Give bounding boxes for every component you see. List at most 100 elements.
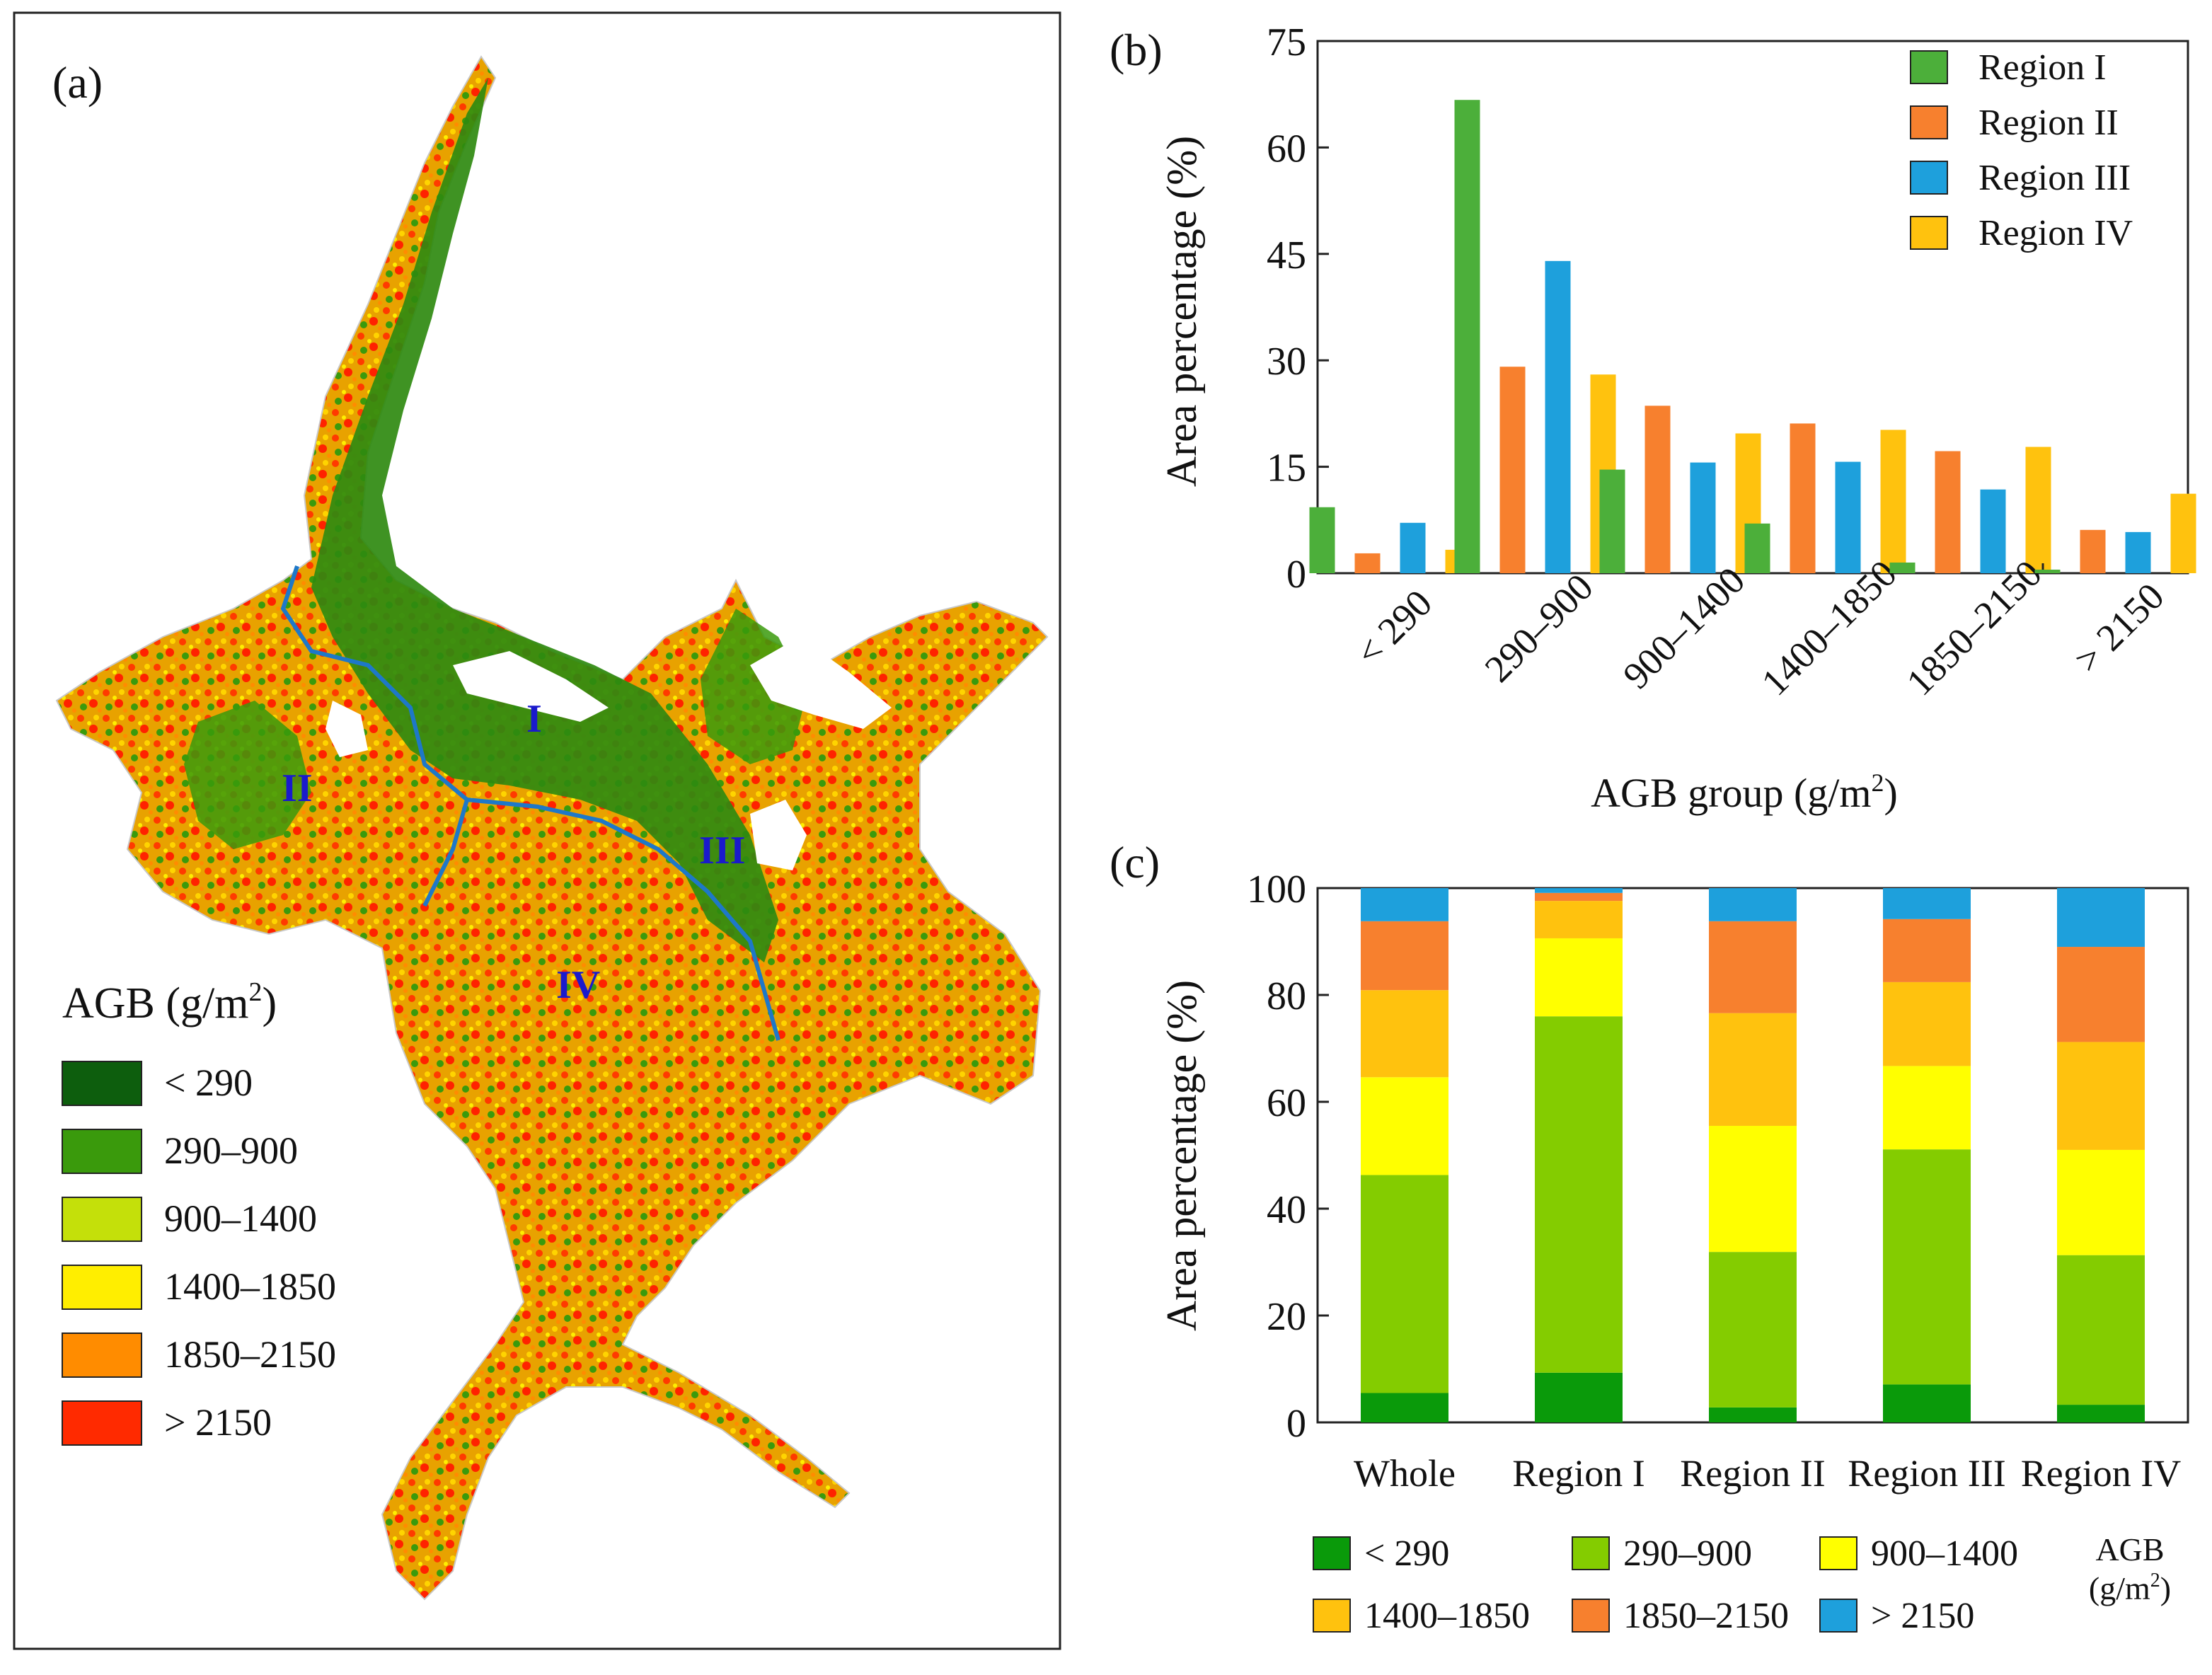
panel-c-legend-label: 290–900 bbox=[1623, 1533, 1752, 1574]
panel-c-y-tick-label: 40 bbox=[1267, 1188, 1306, 1232]
map-legend: AGB (g/m2) < 290 290–900 900–1400 1400–1850… bbox=[62, 977, 336, 1446]
panel-c-bar-segment bbox=[1361, 1393, 1448, 1422]
panel-b-bar bbox=[1354, 553, 1381, 573]
panel-c-y-tick-label: 60 bbox=[1267, 1081, 1306, 1125]
panel-c-bar-segment bbox=[1361, 888, 1448, 921]
panel-c-bar-segment bbox=[2057, 1149, 2145, 1255]
panel-c-bar-segment bbox=[1709, 1013, 1797, 1126]
map-legend-swatch bbox=[62, 1061, 142, 1106]
panel-c-bar-segment bbox=[1883, 1384, 1971, 1422]
panel-c-bar-segment bbox=[2057, 947, 2145, 1042]
panel-b-bar bbox=[2025, 447, 2051, 573]
panel-b-bar bbox=[2125, 531, 2151, 573]
panel-c-bar-segment bbox=[2057, 1042, 2145, 1150]
water-body bbox=[326, 701, 368, 757]
panel-b-x-tick-label: 1850–2150 bbox=[1899, 552, 2050, 703]
panel-c-bar-segment bbox=[1361, 1175, 1448, 1393]
panel-c-bar-segment bbox=[1535, 938, 1623, 1017]
panel-b-legend-label: Region III bbox=[1978, 158, 2131, 198]
map-legend-swatch bbox=[62, 1400, 142, 1446]
panel-c-bar-segment bbox=[1535, 888, 1623, 893]
panel-b-y-tick-label: 75 bbox=[1267, 21, 1306, 64]
panel-c-stacked-bar-chart: (c) Area percentage (%) 0 20 40 60 80 100 Whol… bbox=[1110, 837, 2189, 1636]
panel-b-bar bbox=[2034, 569, 2061, 573]
panel-b-bar-chart: (b) Area percentage (%) AGB group (g/m2)… bbox=[1110, 21, 2196, 816]
panel-b-x-tick-label: < 290 bbox=[1347, 582, 1440, 674]
panel-b-x-axis-title: AGB group (g/m2) bbox=[1591, 769, 1898, 816]
panel-b-legend-swatch bbox=[1910, 105, 1948, 139]
panel-b-x-tick-label: 1400–1850 bbox=[1753, 552, 1905, 703]
panel-b-legend-label: Region IV bbox=[1978, 213, 2133, 253]
map-legend-label: > 2150 bbox=[164, 1401, 272, 1444]
panel-c-bar-segment bbox=[1361, 921, 1448, 991]
panel-b-y-tick-label: 30 bbox=[1267, 340, 1306, 384]
panel-c-x-tick-label: Whole bbox=[1354, 1452, 1456, 1495]
panel-c-bar-segment bbox=[1709, 921, 1797, 1013]
panel-c-legend-swatch bbox=[1313, 1599, 1351, 1633]
map-legend-label: 290–900 bbox=[164, 1129, 298, 1172]
panel-b-bar bbox=[1599, 469, 1625, 573]
panel-c-legend-swatch bbox=[1819, 1599, 1857, 1633]
river-line bbox=[280, 565, 780, 1041]
panel-b-legend-swatch bbox=[1910, 216, 1948, 250]
panel-c-bar-segment bbox=[1535, 1016, 1623, 1373]
panel-b-bar bbox=[1880, 430, 1906, 573]
panel-c-y-tick-label: 0 bbox=[1286, 1402, 1306, 1446]
panel-b-bar bbox=[1980, 489, 2006, 573]
panel-c-bar-segment bbox=[2057, 1255, 2145, 1405]
panel-b-bar bbox=[1309, 507, 1335, 573]
panel-b-legend-swatch bbox=[1910, 161, 1948, 195]
panel-b-bar bbox=[1545, 260, 1571, 573]
water-body bbox=[396, 354, 453, 510]
panel-b-bar bbox=[1499, 367, 1526, 573]
map-legend-label: 1850–2150 bbox=[164, 1333, 336, 1376]
panel-c-bar-segment bbox=[1709, 1407, 1797, 1422]
map-legend-swatch bbox=[62, 1129, 142, 1174]
panel-b-bar bbox=[1835, 461, 1861, 573]
panel-b-bar bbox=[1690, 462, 1716, 573]
panel-b-bar bbox=[1889, 562, 1916, 573]
panel-c-x-tick-label: Region I bbox=[1512, 1452, 1644, 1495]
panel-c-y-tick-label: 80 bbox=[1267, 974, 1306, 1018]
panel-c-legend-swatch bbox=[1313, 1536, 1351, 1570]
map-legend-swatch bbox=[62, 1265, 142, 1310]
panel-c-legend-label: 900–1400 bbox=[1871, 1533, 2018, 1574]
panel-c-bar-segment bbox=[1883, 919, 1971, 982]
panel-c-label: (c) bbox=[1110, 837, 1160, 887]
map-legend-label: 1400–1850 bbox=[164, 1265, 336, 1308]
panel-b-bar bbox=[2080, 529, 2106, 573]
panel-b-y-tick-label: 45 bbox=[1267, 234, 1306, 277]
panel-c-legend-label: 1400–1850 bbox=[1364, 1596, 1530, 1636]
map-legend-label: < 290 bbox=[164, 1061, 253, 1104]
panel-c-bar-segment bbox=[1535, 1372, 1623, 1422]
study-area-map: I II III IV bbox=[55, 55, 1049, 1601]
panel-b-bar bbox=[1744, 523, 1770, 573]
panel-b-legend-label: Region I bbox=[1978, 47, 2107, 88]
panel-c-bar-segment bbox=[2057, 888, 2145, 948]
water-body bbox=[453, 651, 609, 722]
panel-c-bar-segment bbox=[1709, 1252, 1797, 1408]
study-area-green-east bbox=[701, 609, 807, 764]
panel-c-legend-title: AGB bbox=[2095, 1531, 2164, 1567]
panel-c-y-tick-label: 100 bbox=[1247, 868, 1306, 911]
region-label-ii: II bbox=[282, 766, 313, 810]
panel-c-legend-label: 1850–2150 bbox=[1623, 1596, 1789, 1636]
panel-c-bar-segment bbox=[1883, 982, 1971, 1066]
panel-b-label: (b) bbox=[1110, 25, 1163, 75]
panel-a-label: (a) bbox=[52, 57, 103, 108]
region-label-iv: IV bbox=[556, 963, 600, 1007]
panel-c-bar-segment bbox=[1361, 990, 1448, 1078]
panel-c-bar-segment bbox=[1361, 1077, 1448, 1175]
panel-b-legend-label: Region II bbox=[1978, 103, 2119, 143]
panel-c-bar-segment bbox=[1535, 892, 1623, 902]
map-legend-swatch bbox=[62, 1197, 142, 1242]
study-area-green-west bbox=[184, 701, 311, 849]
panel-c-bar-segment bbox=[1883, 1066, 1971, 1150]
region-label-iii: III bbox=[699, 829, 745, 873]
study-area-green-core bbox=[311, 78, 778, 962]
panel-c-legend-swatch bbox=[1572, 1536, 1610, 1570]
map-legend-swatch bbox=[62, 1332, 142, 1378]
region-label-i: I bbox=[526, 697, 542, 741]
